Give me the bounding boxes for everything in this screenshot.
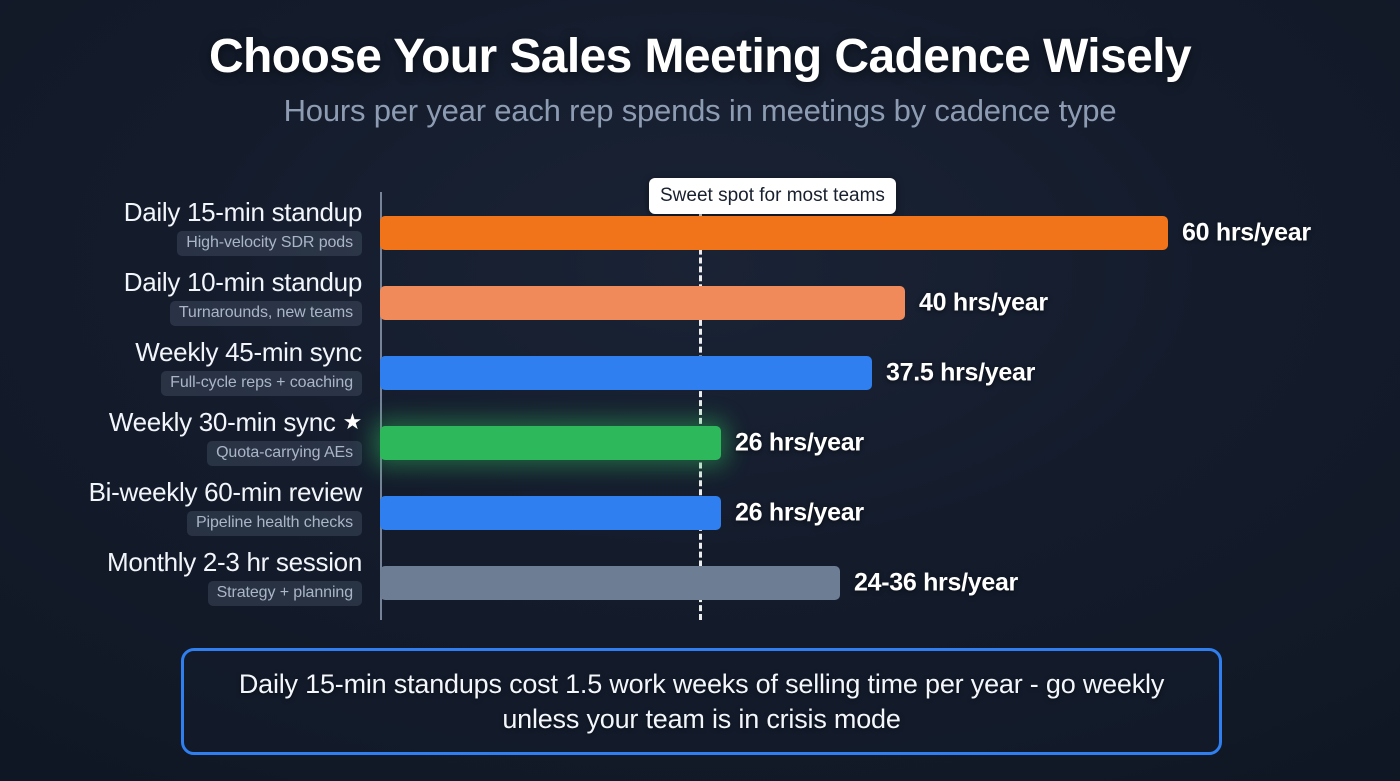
sweet-spot-dashed-line	[699, 204, 702, 620]
callout-text: Daily 15-min standups cost 1.5 work week…	[238, 668, 1165, 734]
bar-sublabel-wrap: Quota-carrying AEs	[32, 441, 362, 467]
bar-category-label: Weekly 30-min sync ★	[108, 407, 363, 437]
bar-row-label-group: Weekly 45-min sync Full-cycle reps + coac…	[32, 337, 362, 397]
bar-row-label-group: Monthly 2-3 hr session Strategy + plannin…	[32, 547, 362, 607]
bar-sublabel-wrap: High-velocity SDR pods	[32, 231, 362, 257]
bar-sublabel-badge: High-velocity SDR pods	[177, 231, 362, 257]
bar[interactable]: 24-36 hrs/year	[380, 566, 1018, 600]
bar-sublabel-badge: Full-cycle reps + coaching	[161, 371, 362, 397]
bar[interactable]: 26 hrs/year	[380, 426, 864, 460]
bar-sublabel-wrap: Strategy + planning	[32, 581, 362, 607]
bar-value-label: 26 hrs/year	[735, 498, 864, 527]
bar-track: 24-36 hrs/year	[380, 566, 1018, 600]
callout-box: Daily 15-min standups cost 1.5 work week…	[181, 648, 1222, 755]
bar-value-label: 26 hrs/year	[735, 428, 864, 457]
bar-category-label: Weekly 45-min sync	[135, 337, 362, 367]
bar-category-label: Daily 15-min standup	[123, 197, 363, 227]
bar-row: Bi-weekly 60-min review Pipeline health c…	[0, 478, 1400, 548]
bar-sublabel-badge: Turnarounds, new teams	[169, 301, 362, 327]
bar-row-label-group: Weekly 30-min sync ★ Quota-carrying AEs	[32, 407, 363, 467]
bar-track: 26 hrs/year	[380, 426, 864, 460]
bar-track: 26 hrs/year	[380, 496, 864, 530]
bar-sublabel-badge: Pipeline health checks	[186, 511, 362, 537]
bar-row: Weekly 30-min sync ★ Quota-carrying AEs 26…	[0, 408, 1400, 478]
sweet-spot-label: Sweet spot for most teams	[649, 178, 896, 214]
bar-sublabel-badge: Quota-carrying AEs	[207, 441, 362, 467]
bar-value-label: 40 hrs/year	[919, 288, 1048, 317]
bar[interactable]: 60 hrs/year	[380, 216, 1311, 250]
page-title: Choose Your Sales Meeting Cadence Wisely	[208, 30, 1192, 83]
bar-row-label-group: Daily 15-min standup High-velocity SDR po…	[32, 197, 363, 257]
bar-category-label: Monthly 2-3 hr session	[107, 547, 362, 577]
bar-value-label: 60 hrs/year	[1182, 218, 1311, 247]
page-subtitle: Hours per year each rep spends in meetin…	[283, 93, 1117, 129]
bar-sublabel-badge: Strategy + planning	[207, 581, 362, 607]
bar-sublabel-wrap: Full-cycle reps + coaching	[32, 371, 362, 397]
bar-category-label: Daily 10-min standup	[123, 267, 363, 297]
bar-value-label: 24-36 hrs/year	[854, 568, 1018, 597]
bar-track: 37.5 hrs/year	[380, 356, 1035, 390]
header: Choose Your Sales Meeting Cadence Wisely…	[0, 30, 1400, 129]
y-axis-line	[380, 192, 382, 620]
bar-row: Monthly 2-3 hr session Strategy + plannin…	[0, 548, 1400, 618]
bar-track: 60 hrs/year	[380, 216, 1311, 250]
bar-sublabel-wrap: Pipeline health checks	[32, 511, 362, 537]
bar-category-label: Bi-weekly 60-min review	[88, 477, 363, 507]
bar-row: Daily 15-min standup High-velocity SDR po…	[0, 198, 1400, 268]
bar[interactable]: 40 hrs/year	[380, 286, 1048, 320]
bar[interactable]: 26 hrs/year	[380, 496, 864, 530]
bar-sublabel-wrap: Turnarounds, new teams	[32, 301, 362, 327]
bar-chart: Sweet spot for most teams Daily 15-min s…	[0, 178, 1400, 630]
star-icon: ★	[342, 409, 363, 434]
bar-row-label-group: Bi-weekly 60-min review Pipeline health c…	[32, 477, 363, 537]
bar-row: Daily 10-min standup Turnarounds, new tea…	[0, 268, 1400, 338]
bar-row: Weekly 45-min sync Full-cycle reps + coac…	[0, 338, 1400, 408]
bar-row-label-group: Daily 10-min standup Turnarounds, new tea…	[32, 267, 363, 327]
bar-track: 40 hrs/year	[380, 286, 1048, 320]
bar-value-label: 37.5 hrs/year	[886, 358, 1035, 387]
bar[interactable]: 37.5 hrs/year	[380, 356, 1035, 390]
